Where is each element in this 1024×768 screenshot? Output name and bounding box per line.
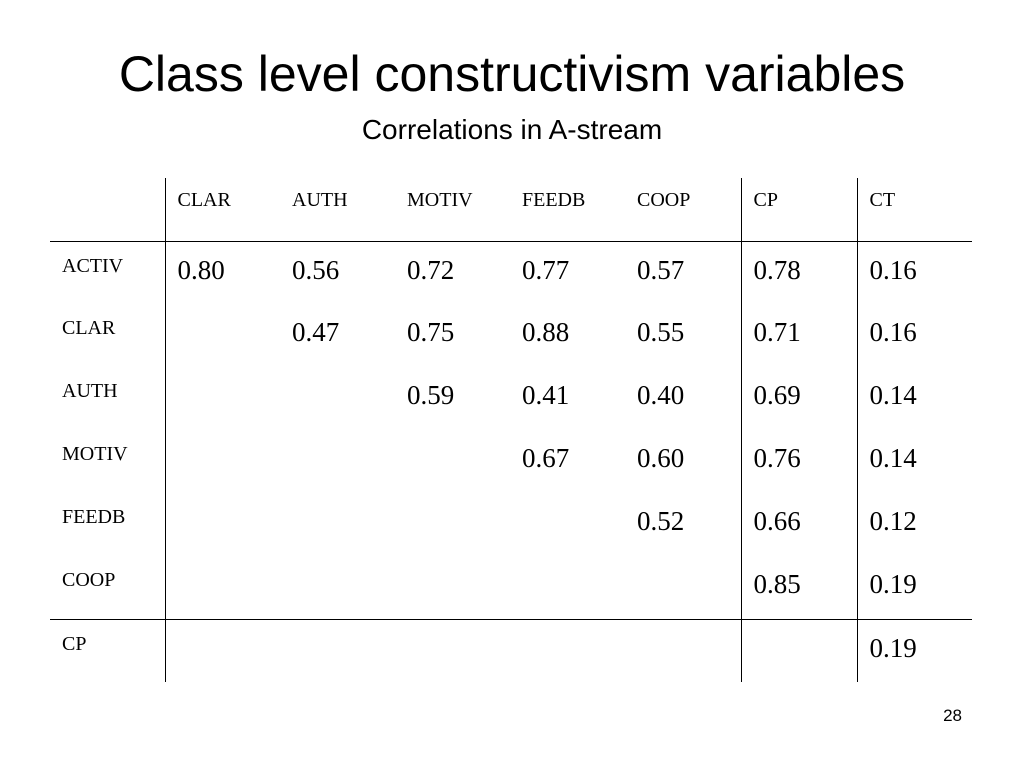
table-cell: 0.69 <box>740 367 857 430</box>
column-header: CT <box>856 178 972 242</box>
table-cell <box>395 556 510 619</box>
table-cell <box>280 618 395 682</box>
table-cell: 0.66 <box>740 493 857 556</box>
slide-title: Class level constructivism variables <box>118 46 906 102</box>
table-cell: 0.88 <box>522 317 570 347</box>
table-cell: 0.52 <box>637 506 685 536</box>
table-cell: 0.78 <box>740 241 857 304</box>
table-cell <box>625 556 741 619</box>
row-header: ACTIV <box>62 254 124 277</box>
table-cell: 0.41 <box>522 380 570 410</box>
table-cell: 0.71 <box>740 304 857 367</box>
table-cell <box>510 556 625 619</box>
table-row: MOTIV 0.67 0.60 0.76 0.14 <box>50 430 972 493</box>
page-number: 28 <box>943 706 962 725</box>
column-header: CP <box>740 178 857 242</box>
row-header: AUTH <box>62 380 118 402</box>
table-cell <box>740 618 857 682</box>
table-cell: 0.85 <box>740 556 857 619</box>
column-header: MOTIV <box>395 178 510 242</box>
table-row: COOP 0.85 0.19 <box>50 556 972 619</box>
table-cell <box>164 430 280 493</box>
table-cell <box>164 304 280 367</box>
table-cell: 0.80 <box>164 241 280 304</box>
table-cell: 0.14 <box>856 430 972 493</box>
table-row: ACTIV 0.80 0.56 0.72 0.77 0.57 0.78 0.16 <box>50 241 972 304</box>
table-row: CP 0.19 <box>50 618 972 682</box>
row-header: FEEDB <box>62 506 126 528</box>
table-cell: 0.16 <box>856 241 972 304</box>
table-cell: 0.14 <box>856 367 972 430</box>
table-header-row: CLAR AUTH MOTIV FEEDB COOP CP CT <box>50 178 972 242</box>
table-cell: 0.77 <box>522 254 570 285</box>
table-corner-cell <box>50 178 165 242</box>
table-cell <box>625 618 741 682</box>
table-cell: 0.60 <box>637 443 685 473</box>
table-cell: 0.12 <box>856 493 972 556</box>
table-cell: 0.67 <box>522 443 570 473</box>
table-cell <box>280 367 395 430</box>
table-cell: 0.72 <box>407 254 455 285</box>
table-cell <box>164 618 280 682</box>
table-cell: 0.57 <box>637 254 685 285</box>
table-cell <box>510 493 625 556</box>
table-row: FEEDB 0.52 0.66 0.12 <box>50 493 972 556</box>
table-cell: 0.59 <box>407 380 455 410</box>
table-cell <box>395 618 510 682</box>
table-row: AUTH 0.59 0.41 0.40 0.69 0.14 <box>50 367 972 430</box>
table-cell: 0.19 <box>856 556 972 619</box>
table-cell <box>164 556 280 619</box>
table-cell: 0.47 <box>292 317 340 347</box>
column-header: AUTH <box>280 178 395 242</box>
table-cell <box>164 367 280 430</box>
table-cell: 0.16 <box>856 304 972 367</box>
table-cell: 0.55 <box>637 317 685 347</box>
table-cell <box>164 493 280 556</box>
row-header: COOP <box>62 569 116 591</box>
table-cell <box>280 493 395 556</box>
column-header: FEEDB <box>510 178 625 242</box>
table-cell: 0.19 <box>856 618 972 682</box>
table-cell <box>395 430 510 493</box>
table-cell: 0.76 <box>740 430 857 493</box>
table-cell <box>395 493 510 556</box>
column-header: COOP <box>625 178 741 242</box>
table-cell <box>280 556 395 619</box>
table-row: CLAR 0.47 0.75 0.88 0.55 0.71 0.16 <box>50 304 972 367</box>
table-cell <box>280 430 395 493</box>
table-cell <box>510 618 625 682</box>
table-cell: 0.40 <box>637 380 685 410</box>
column-header: CLAR <box>164 178 280 242</box>
row-header: CLAR <box>62 317 116 339</box>
correlation-table: CLAR AUTH MOTIV FEEDB COOP CP CT ACTIV 0… <box>50 178 972 682</box>
slide-subtitle: Correlations in A-stream <box>361 114 663 145</box>
row-header: CP <box>50 618 165 682</box>
table-cell: 0.56 <box>292 254 340 285</box>
table-cell: 0.75 <box>407 317 455 347</box>
row-header: MOTIV <box>62 443 128 465</box>
